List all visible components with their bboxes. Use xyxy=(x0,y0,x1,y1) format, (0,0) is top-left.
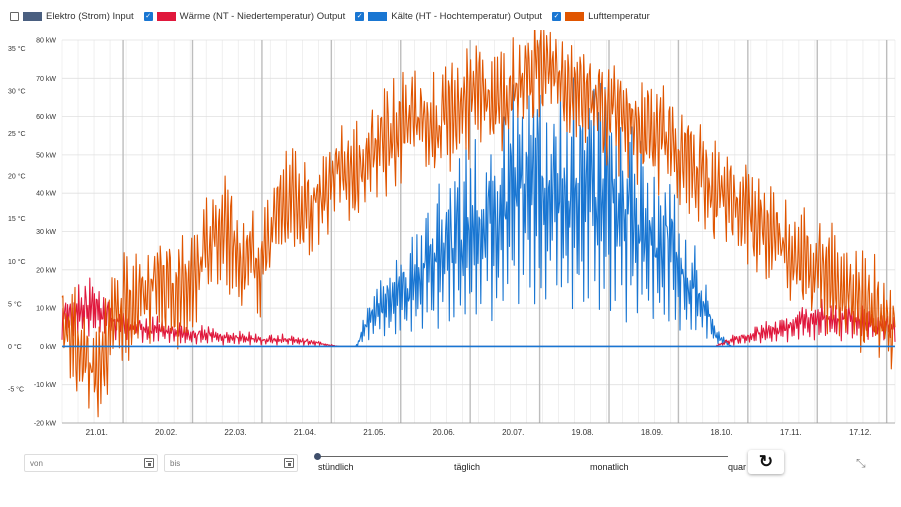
time-series-chart[interactable]: -20 kW -10 kW 0 kW 10 kW 20 kW 30 kW 40 kW 50 k… xyxy=(0,30,901,440)
legend-checkbox-elektro[interactable] xyxy=(10,11,19,21)
y-right-tick-label: 0 kW xyxy=(40,344,56,351)
legend-swatch-waerme xyxy=(156,11,176,21)
slider-label-monthly[interactable]: monatlich xyxy=(590,462,629,472)
legend-checkbox-lufttemperatur[interactable]: ✓ xyxy=(552,11,562,21)
y-right-tick-label: -10 kW xyxy=(34,382,57,389)
x-tick-label: 17.11. xyxy=(780,428,802,437)
slider-label-hourly[interactable]: stündlich xyxy=(318,462,354,472)
legend-swatch-lufttemperatur xyxy=(565,11,585,21)
y-right-tick-label: 60 kW xyxy=(36,114,56,121)
legend-label-elektro: Elektro (Strom) Input xyxy=(46,10,134,22)
y-left-tick-label: 5 °C xyxy=(8,300,22,308)
y-right-tick-label: 10 kW xyxy=(36,306,56,313)
legend-item-kaelte[interactable]: ✓ Kälte (HT - Hochtemperatur) Output xyxy=(355,11,542,22)
y-left-tick-label: 0 °C xyxy=(8,343,22,351)
legend-item-elektro[interactable]: Elektro (Strom) Input xyxy=(10,11,134,22)
x-tick-label: 21.01. xyxy=(86,428,108,437)
y-left-tick-label: 10 °C xyxy=(8,258,26,266)
y-left-tick-label: 15 °C xyxy=(8,215,26,223)
y-right-tick-label: 30 kW xyxy=(36,229,56,236)
reset-zoom-button[interactable]: ↻ xyxy=(748,450,784,474)
to-date-placeholder: bis xyxy=(170,459,181,468)
chart-legend: Elektro (Strom) Input ✓ Wärme (NT - Nied… xyxy=(10,8,656,24)
legend-checkbox-waerme[interactable]: ✓ xyxy=(143,11,153,21)
resolution-slider-thumb[interactable] xyxy=(314,453,321,460)
calendar-icon[interactable] xyxy=(284,458,294,468)
calendar-icon[interactable] xyxy=(144,458,154,468)
slider-label-quarterly[interactable]: quar xyxy=(728,462,747,472)
x-tick-label: 20.02. xyxy=(155,428,177,437)
from-date-input[interactable]: von xyxy=(24,454,158,472)
to-date-input[interactable]: bis xyxy=(164,454,298,472)
x-tick-label: 18.10. xyxy=(710,428,732,437)
y-right-tick-label: -20 kW xyxy=(34,421,57,428)
legend-checkbox-kaelte[interactable]: ✓ xyxy=(355,11,365,21)
y-left-tick-label: 35 °C xyxy=(8,45,26,53)
legend-item-waerme[interactable]: ✓ Wärme (NT - Niedertemperatur) Output xyxy=(143,10,346,22)
x-tick-label: 21.04. xyxy=(294,428,316,437)
x-tick-label: 20.06. xyxy=(433,428,455,437)
y-right-tick-label: 80 kW xyxy=(36,38,56,45)
collapse-icon[interactable]: ⤡ xyxy=(856,456,866,470)
x-tick-label: 21.05. xyxy=(363,428,385,437)
reset-icon: ↻ xyxy=(758,452,774,471)
x-tick-label: 19.08. xyxy=(572,428,594,437)
y-right-tick-label: 70 kW xyxy=(36,76,56,83)
slider-label-daily[interactable]: täglich xyxy=(454,462,481,472)
y-left-tick-label: 25 °C xyxy=(8,130,26,138)
chart-controls: von bis stündlich täglich monatlich quar… xyxy=(0,450,901,480)
series-line-lufttemperatur xyxy=(61,30,896,418)
legend-label-waerme: Wärme (NT - Niedertemperatur) Output xyxy=(179,10,346,22)
y-right-tick-label: 20 kW xyxy=(36,267,56,274)
legend-item-lufttemperatur[interactable]: ✓ Lufttemperatur xyxy=(552,11,650,22)
resolution-slider-track[interactable] xyxy=(318,456,728,457)
legend-label-kaelte: Kälte (HT - Hochtemperatur) Output xyxy=(391,10,543,22)
x-tick-label: 20.07. xyxy=(502,428,524,437)
y-left-tick-label: -5 °C xyxy=(8,385,24,393)
x-tick-label: 18.09. xyxy=(641,428,663,437)
x-tick-label: 17.12. xyxy=(849,428,871,437)
from-date-placeholder: von xyxy=(30,459,43,468)
legend-label-lufttemperatur: Lufttemperatur xyxy=(588,10,650,22)
y-right-tick-label: 50 kW xyxy=(36,152,56,159)
y-left-tick-label: 30 °C xyxy=(8,88,26,96)
x-tick-label: 22.03. xyxy=(224,428,246,437)
legend-swatch-kaelte xyxy=(368,11,388,21)
y-left-tick-label: 20 °C xyxy=(8,173,26,181)
y-right-tick-label: 40 kW xyxy=(36,191,56,198)
legend-swatch-elektro xyxy=(23,11,42,21)
